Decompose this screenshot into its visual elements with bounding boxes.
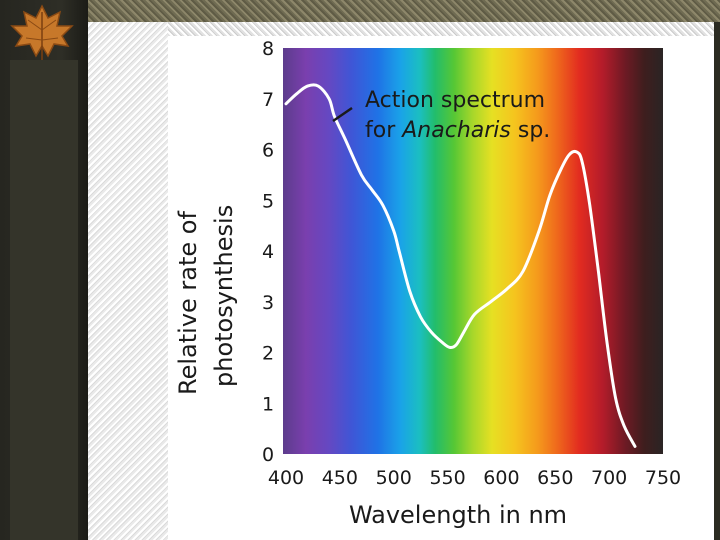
maple-leaf-icon <box>10 4 74 60</box>
y-tick-label: 3 <box>262 292 274 314</box>
x-tick-label: 750 <box>645 467 681 489</box>
content-texture-left <box>88 22 168 540</box>
x-tick-label: 550 <box>429 467 465 489</box>
plot-spectrum-background <box>283 48 663 454</box>
annotation-pointer <box>332 106 353 123</box>
slide-right-edge <box>714 22 720 540</box>
x-tick-label: 450 <box>322 467 358 489</box>
x-tick-label: 700 <box>591 467 627 489</box>
x-axis-label: Wavelength in nm <box>349 501 567 529</box>
annotation-line-1: Action spectrum <box>365 88 545 113</box>
y-tick-label: 8 <box>262 38 274 60</box>
y-tick-label: 7 <box>262 89 274 111</box>
slide-left-panel <box>10 60 78 540</box>
annotation-line-2: for Anacharis sp. <box>365 118 550 143</box>
annotation-suffix: sp. <box>511 118 550 143</box>
slide-top-band <box>88 0 720 22</box>
y-tick-label: 2 <box>262 343 274 365</box>
x-tick-label: 600 <box>483 467 519 489</box>
y-tick-labels: 0 1 2 3 4 5 6 7 8 <box>262 38 274 466</box>
y-tick-label: 0 <box>262 444 274 466</box>
annotation-prefix: for <box>365 118 402 143</box>
y-tick-label: 4 <box>262 241 274 263</box>
y-axis-label-line-1: Relative rate of <box>174 211 202 395</box>
y-tick-label: 5 <box>262 190 274 212</box>
series-line-action-spectrum <box>284 83 637 448</box>
annotation-species: Anacharis <box>400 118 511 143</box>
y-tick-label: 6 <box>262 140 274 162</box>
y-tick-label: 1 <box>262 393 274 415</box>
x-tick-label: 650 <box>537 467 573 489</box>
x-tick-labels: 400 450 500 550 600 650 700 750 <box>268 467 681 489</box>
content-texture-top <box>168 22 714 36</box>
y-axis-label-line-2: photosynthesis <box>210 205 238 387</box>
x-tick-label: 400 <box>268 467 304 489</box>
x-tick-label: 500 <box>376 467 412 489</box>
